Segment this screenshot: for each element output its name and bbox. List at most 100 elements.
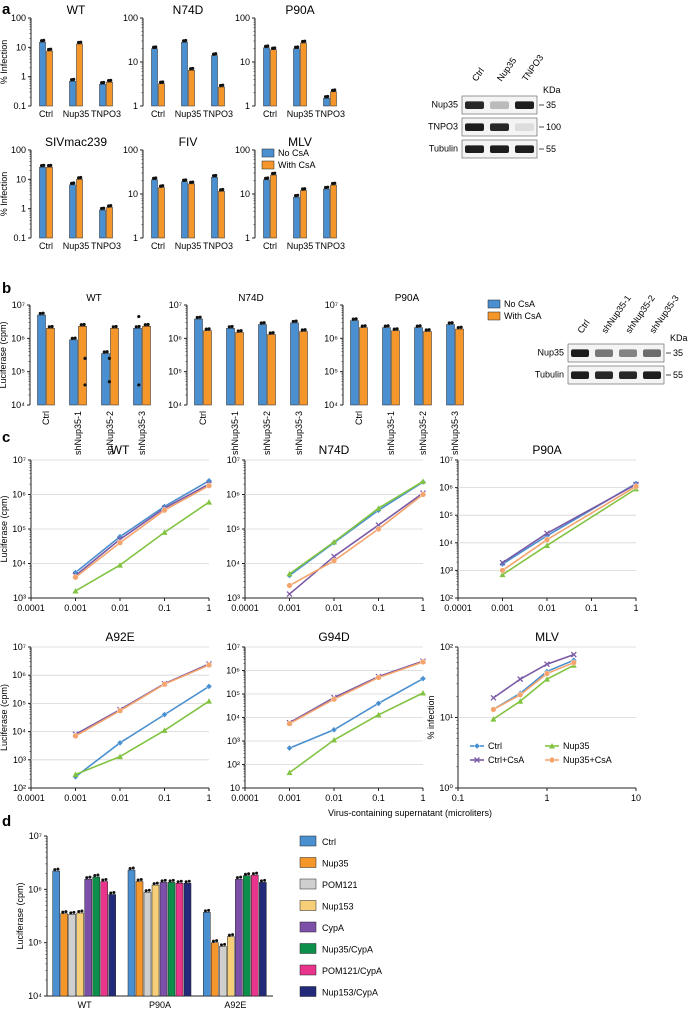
- replicate-dot: [450, 321, 454, 325]
- bar: [293, 48, 300, 107]
- series-line: [289, 692, 424, 774]
- x-tick-label: 0.01: [538, 603, 556, 613]
- replicate-dot: [72, 910, 76, 914]
- replicate-dot: [152, 882, 156, 886]
- x-tick-label: TNPO3: [91, 241, 121, 251]
- y-tick-label: 10⁴: [12, 727, 26, 737]
- bar: [108, 894, 116, 997]
- blot-lane-label: Nup35: [495, 56, 518, 83]
- marker-triangle: [544, 676, 550, 682]
- replicate-dot: [303, 187, 307, 191]
- bar: [423, 331, 432, 406]
- y-tick-label: 10⁴: [226, 559, 240, 569]
- replicate-dot: [171, 878, 175, 882]
- series-line: [289, 481, 424, 577]
- x-tick-label: shNup35-1: [386, 411, 396, 455]
- y-axis: 10⁰ 10¹ 10² % infection: [426, 642, 636, 793]
- replicate-dot: [215, 939, 219, 943]
- marker-circle: [499, 567, 506, 574]
- bar: [251, 874, 259, 997]
- series-line: [75, 700, 210, 776]
- y-tick-label: 10⁷: [29, 831, 42, 841]
- bar: [219, 946, 227, 997]
- replicate-dot: [195, 315, 199, 320]
- y-tick-label: 10²: [13, 783, 26, 793]
- y-tick-label: 1: [21, 72, 26, 82]
- chart-title: WT: [111, 443, 130, 457]
- replicate-dot: [214, 173, 218, 178]
- bar: [330, 91, 337, 107]
- bar: [267, 334, 276, 406]
- x-tick-label: TNPO3: [315, 109, 345, 119]
- y-tick-label: 1: [21, 204, 26, 214]
- bar: [158, 187, 165, 239]
- replicate-dot: [79, 175, 83, 180]
- bar: [84, 878, 92, 997]
- legend-swatch: [299, 921, 317, 933]
- legend-swatch: [261, 160, 275, 170]
- replicate-dot: [273, 171, 277, 175]
- y-tick-label: 10³: [440, 565, 453, 575]
- blot-band: [643, 349, 661, 357]
- x-tick-label: A92E: [224, 1000, 246, 1010]
- bar: [175, 883, 184, 997]
- x-tick-label: Nup35: [175, 109, 202, 119]
- series-nup35-csa: [72, 661, 212, 739]
- marker-x: [544, 530, 550, 537]
- legend-swatch: [487, 311, 501, 321]
- bar: [270, 174, 277, 239]
- bar: [60, 913, 68, 997]
- y-tick-label: 10⁵: [12, 698, 26, 708]
- y-tick-label: 10¹: [440, 713, 453, 723]
- marker-triangle: [72, 587, 79, 594]
- marker-circle: [570, 659, 577, 666]
- series-nup35: [72, 499, 212, 594]
- bar: [299, 331, 308, 406]
- replicate-dot: [109, 204, 113, 208]
- y-tick-label: 100: [123, 145, 138, 155]
- bar: [188, 69, 195, 107]
- x-tick-label: 1: [544, 793, 549, 803]
- x-tick-label: 0.01: [325, 793, 343, 803]
- bar: [300, 190, 307, 239]
- bar: [270, 49, 277, 107]
- replicate-dot: [61, 910, 65, 914]
- chart-title: WT: [67, 3, 86, 17]
- y-axis-label: % infection: [426, 695, 436, 739]
- bar: [227, 936, 235, 997]
- replicate-dot: [236, 329, 240, 333]
- x-tick-label: 0.0001: [231, 793, 259, 803]
- y-tick-label: 10⁵: [324, 367, 338, 377]
- replicate-dot: [303, 39, 307, 43]
- legend-label: No CsA: [278, 148, 309, 158]
- marker-circle: [161, 681, 168, 688]
- replicate-dot: [219, 943, 223, 947]
- legend-swatch: [299, 857, 317, 868]
- legend-label: No CsA: [504, 299, 535, 309]
- y-tick-label: 100: [11, 145, 26, 155]
- bar: [135, 881, 144, 997]
- series-line: [74, 480, 210, 574]
- y-axis: 10³ 10⁴ 10⁵ 10⁶ 10⁷ Luciferase (cpm): [0, 455, 209, 603]
- marker-circle: [72, 574, 79, 581]
- x-tick-label: 0.0001: [17, 603, 45, 613]
- y-axis-label: Luciferase (cpm): [0, 321, 8, 388]
- y-axis: 1 10 100: [123, 13, 144, 111]
- y-axis-label: Luciferase (cpm): [0, 495, 9, 562]
- blot-kda-label: KDa: [670, 333, 688, 343]
- replicate-dot: [112, 891, 116, 895]
- blot-band: [465, 123, 484, 131]
- replicate-dot: [294, 319, 298, 323]
- bar: [110, 328, 119, 406]
- marker-circle: [420, 658, 427, 665]
- outlier-dot: [83, 383, 87, 387]
- marker-x: [490, 694, 497, 701]
- marker-circle: [420, 491, 427, 498]
- bar: [235, 332, 244, 406]
- x-tick-label: Nup35: [287, 241, 314, 251]
- blot-mw-label: 35: [546, 100, 556, 110]
- outlier-dot: [83, 356, 87, 361]
- marker-circle: [286, 720, 293, 727]
- x-tick-label: shNup35-3: [294, 411, 304, 455]
- marker-triangle: [420, 478, 426, 484]
